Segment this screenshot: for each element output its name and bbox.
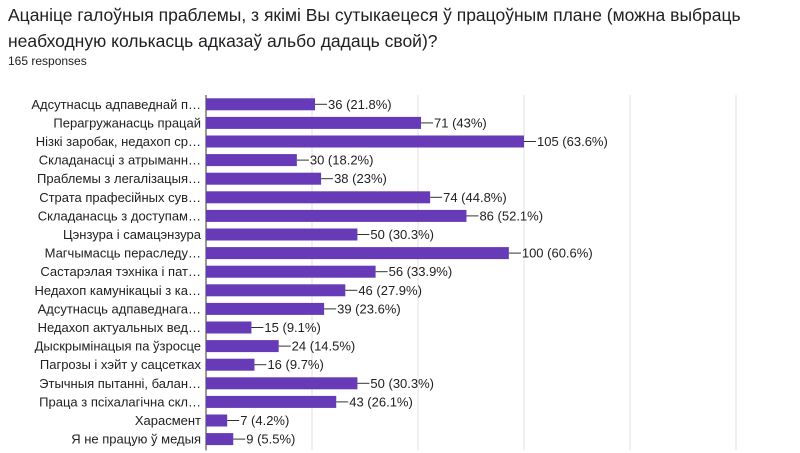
category-label: Перагружанасць працай [53,115,201,130]
category-label: Харасмент [135,413,201,428]
bar[interactable] [206,358,255,371]
bar[interactable] [206,209,467,222]
bar[interactable] [206,172,322,185]
value-label: 16 (9.7%) [267,357,323,372]
bar[interactable] [206,154,297,167]
value-label: 24 (14.5%) [292,339,356,354]
value-label: 36 (21.8%) [328,97,392,112]
bar[interactable] [206,135,524,148]
bar[interactable] [206,321,252,334]
category-label: Праблемы з легалізацыя… [37,171,201,186]
bar[interactable] [206,340,279,353]
value-label: 43 (26.1%) [349,394,413,409]
value-label: 74 (44.8%) [443,190,507,205]
category-label: Нізкі заробак, недахоп ср… [36,134,201,149]
value-label: 30 (18.2%) [310,153,374,168]
bar[interactable] [206,302,325,315]
value-label: 56 (33.9%) [389,264,453,279]
bar[interactable] [206,191,431,204]
category-label: Страта прафесійных сув… [39,190,201,205]
value-label: 50 (30.3%) [370,376,434,391]
value-label: 86 (52.1%) [479,208,543,223]
value-label: 15 (9.1%) [264,320,320,335]
value-label: 9 (5.5%) [246,432,295,447]
question-title: Ацаніце галоўныя праблемы, з якімі Вы су… [8,5,741,51]
category-label: Недахоп актуальных вед… [38,320,201,335]
bar[interactable] [206,414,228,427]
category-label: Складанасць з доступам… [38,208,201,223]
value-label: 50 (30.3%) [370,227,434,242]
value-label: 39 (23.6%) [337,301,401,316]
category-label: Недахоп камунікацыі з ка… [34,283,201,298]
value-label: 38 (23%) [334,171,387,186]
category-label: Праца з псіхалагічна скл… [39,394,201,409]
value-label: 105 (63.6%) [537,134,608,149]
category-label: Пагрозы і хэйт у сацсетках [40,357,202,372]
bar[interactable] [206,228,358,241]
category-label: Цэнзура і самацэнзура [63,227,202,242]
bar[interactable] [206,116,422,129]
value-label: 100 (60.6%) [522,246,593,261]
category-label: Этычныя пытанні, балан… [39,376,201,391]
category-label: Адсутнасць адпаведнага… [38,301,201,316]
bar[interactable] [206,395,337,408]
bar[interactable] [206,265,376,278]
category-label: Магчымасць пераследу… [45,246,201,261]
value-label: 71 (43%) [434,115,487,130]
value-label: 7 (4.2%) [240,413,289,428]
category-label: Я не працую ў медыя [71,432,201,447]
bar[interactable] [206,98,316,111]
category-label: Састарэлая тэхніка і пат… [40,264,201,279]
bar[interactable] [206,377,358,390]
responses-count: 165 responses [8,54,87,68]
bar[interactable] [206,247,509,260]
category-label: Складанасці з атрыманн… [39,153,201,168]
bar[interactable] [206,284,346,297]
value-label: 46 (27.9%) [358,283,422,298]
category-label: Адсутнасць адпаведнай п… [31,97,201,112]
category-label: Дыскрымінацыя па ўзросце [35,339,201,354]
bar[interactable] [206,433,234,446]
